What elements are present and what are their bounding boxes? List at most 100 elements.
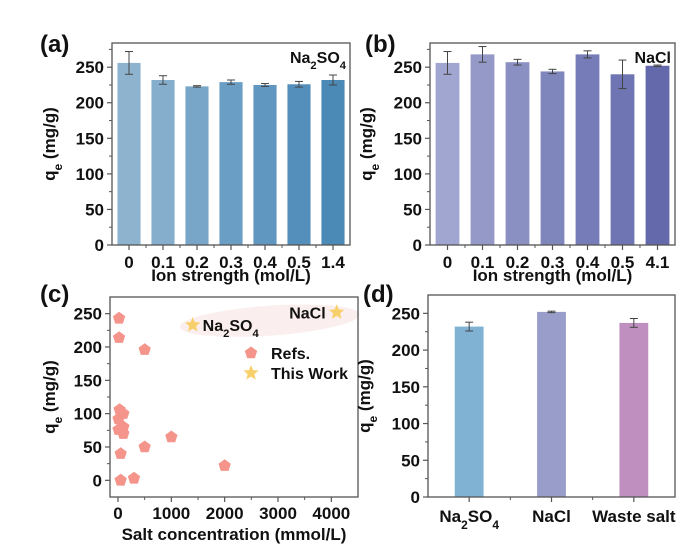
y-axis-title: qe (mg/g) [40,360,65,434]
annotation-label: Na2SO4 [290,50,347,72]
y-tick-label: 150 [74,371,102,390]
ref-point [114,473,127,486]
bar [117,62,141,245]
axes-frame-b [429,42,676,246]
y-tick-label: 50 [83,438,102,457]
ref-point [114,447,127,459]
x-tick-label: 0 [124,253,133,272]
x-tick-label: 0 [113,504,122,523]
y-axis-title: qe (mg/g) [40,107,65,181]
y-tick-label: 0 [411,488,420,507]
x-tick-label: 0.3 [219,253,243,272]
y-tick-label: 100 [74,405,102,424]
panel-label: (a) [40,31,69,58]
x-axis-title: Ion strength (mol/L) [473,266,633,285]
bar [540,71,565,245]
bar [151,79,175,245]
bar [575,54,600,246]
x-tick-label: NaCl [532,507,571,526]
ref-point [138,440,151,453]
x-tick-label: 3000 [259,504,297,523]
panel-a: (a) 0 0.1 0.2 0.3 0.4 0.5 1.4 0 50 100 150 200 250 qe … [40,31,351,285]
legend-marker-this-work [243,365,259,380]
y-tick-label: 0 [93,471,102,490]
bar [619,322,649,497]
axes-frame-d [427,294,676,498]
y-tick-label: 0 [413,236,422,255]
this-work-point [329,304,345,319]
y-tick-label: 50 [85,200,104,219]
y-tick-label: 200 [74,338,102,357]
x-tick-label: 0.2 [185,253,209,272]
y-tick-label: 50 [401,451,420,470]
bar [505,62,530,245]
ref-point [112,412,125,425]
y-tick-label: 100 [392,415,420,434]
x-axis-title: Salt concentration (mmol/L) [122,525,347,544]
y-tick-label: 200 [76,94,104,113]
x-tick-label: 1.4 [321,253,345,272]
legend-marker-refs [244,346,258,359]
ref-point [138,343,151,355]
bar [645,65,670,246]
annotation-na2so4: Na2SO4 [203,318,260,340]
x-tick-label: 0.4 [253,253,277,272]
bar [185,86,209,245]
panel-b: (b) 0 0.1 0.2 0.3 0.4 0.5 4.1 0 50 100 150 200 250 qe … [357,31,676,285]
x-tick-label: Na2SO4 [439,507,499,532]
y-tick-label: 100 [76,165,104,184]
annotation-nacl: NaCl [289,305,325,322]
annotation-label: NaCl [635,50,671,67]
y-tick-label: 150 [76,129,104,148]
panel-d: (d) Na2SO4 NaCl Waste salt 0 50 100 150 200 250 qe… [355,281,676,532]
bar [537,311,566,497]
legend-label-this-work: This Work [271,366,348,383]
y-tick-label: 200 [394,94,422,113]
bar [219,82,243,245]
ref-point [165,430,178,443]
x-tick-label: Waste salt [592,507,676,526]
highlight-ellipse [179,304,360,337]
x-tick-label: 0.1 [151,253,175,272]
ref-point [218,459,231,471]
bar [610,74,635,245]
x-tick-label: 4000 [312,504,350,523]
x-tick-label: 0.1 [471,253,495,272]
x-tick-label: 4.1 [646,253,670,272]
x-tick-label: 0.5 [287,253,311,272]
y-axis-title: qe (mg/g) [357,107,382,181]
x-tick-label: 1000 [152,504,190,523]
panel-label: (b) [365,31,396,58]
ref-point [112,311,126,324]
panel-label: (c) [40,281,69,308]
y-tick-label: 50 [403,200,422,219]
y-tick-label: 250 [392,304,420,323]
bar [321,79,345,245]
axes-frame-a [111,42,351,246]
x-tick-label: 0.5 [611,253,635,272]
y-axis-title: qe (mg/g) [355,359,380,433]
y-tick-label: 250 [74,305,102,324]
y-tick-label: 150 [394,129,422,148]
bar [454,326,484,497]
y-tick-label: 250 [76,58,104,77]
x-tick-label: 0.3 [541,253,565,272]
x-tick-label: 0 [443,253,452,272]
legend-label-refs: Refs. [271,346,310,363]
x-tick-label: 0.4 [576,253,600,272]
x-tick-label: 2000 [206,504,244,523]
x-axis-title: Ion strength (mol/L) [151,266,311,285]
panel-label: (d) [363,281,394,308]
y-tick-label: 100 [394,165,422,184]
y-tick-label: 0 [95,236,104,255]
ref-point [127,471,141,484]
y-tick-label: 250 [394,58,422,77]
bar [435,62,460,245]
bar [253,84,277,246]
panel-c: (c) 0 50 100 150 200 250 qe (mg/g) 0 1000 2000 3000… [40,281,360,544]
ref-point [112,331,126,343]
this-work-point [185,317,201,332]
bar [470,54,495,246]
bar [287,84,311,245]
